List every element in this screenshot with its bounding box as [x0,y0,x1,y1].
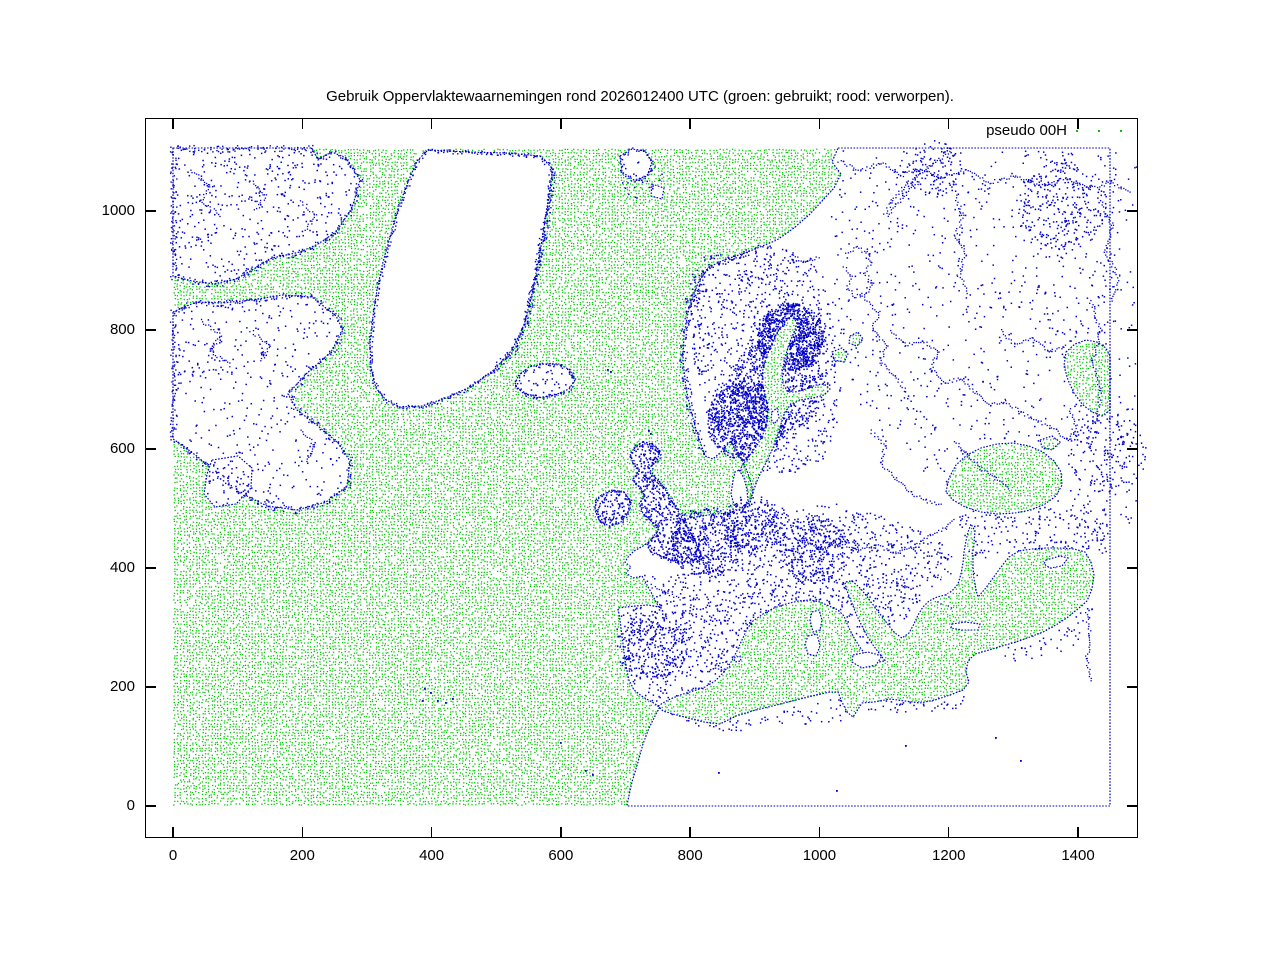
axis-tick [818,827,821,838]
axis-tick [145,329,156,331]
axis-tick [1077,118,1079,129]
axis-tick [1077,827,1079,838]
axis-tick [1127,686,1138,688]
y-tick-label: 0 [126,797,135,814]
axis-tick [560,827,562,838]
y-tick-label: 600 [109,440,135,457]
axis-tick [145,686,156,688]
legend-label: pseudo 00H [986,122,1067,139]
axis-tick [818,118,821,129]
axis-tick [1127,210,1138,212]
axis-tick [689,827,691,838]
x-tick-label: 200 [289,847,315,864]
y-tick-label: 1000 [101,202,135,219]
legend-dot [1076,130,1078,132]
axis-tick [560,118,562,129]
plot-border [145,118,1138,838]
x-tick-label: 600 [548,847,574,864]
axis-tick [145,567,156,569]
axis-tick [145,210,156,212]
axis-tick [430,118,433,129]
axis-tick [947,118,950,129]
axis-tick [1127,805,1138,807]
axis-tick [301,827,304,838]
x-tick-label: 1200 [932,847,966,864]
x-tick-label: 0 [168,847,178,864]
y-tick-label: 200 [109,678,135,695]
x-tick-label: 800 [677,847,703,864]
axis-tick [145,448,156,450]
axis-tick [172,827,174,838]
axis-tick [947,827,950,838]
axis-tick [430,827,433,838]
x-tick-label: 400 [419,847,445,864]
y-tick-label: 400 [109,559,135,576]
axis-tick [1127,567,1138,569]
axis-tick [301,118,304,129]
axis-tick [172,118,174,129]
x-tick-label: 1000 [802,847,837,864]
legend-dot [1098,130,1100,132]
axis-tick [1127,329,1138,331]
legend-dot [1120,130,1122,132]
axis-tick [145,805,156,807]
y-tick-label: 800 [109,321,135,338]
axis-tick [689,118,691,129]
x-tick-label: 1400 [1061,847,1095,864]
axis-tick [1127,448,1138,450]
